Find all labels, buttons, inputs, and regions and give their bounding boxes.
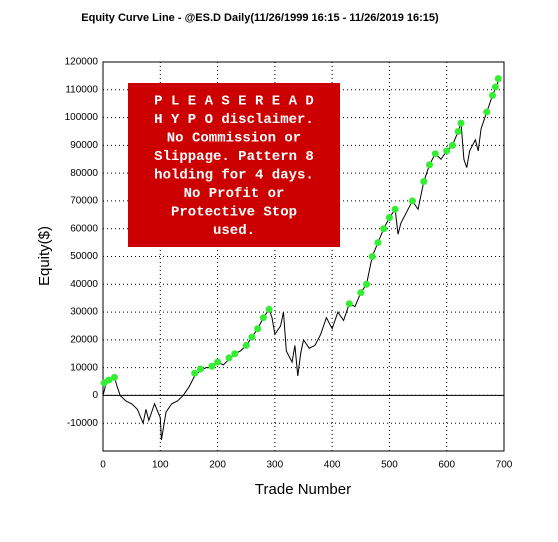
new-high-dot bbox=[214, 358, 222, 366]
disclaimer-text: No Commission or bbox=[167, 131, 301, 147]
new-high-dot bbox=[105, 376, 113, 384]
new-high-dot bbox=[443, 147, 451, 155]
new-high-dot bbox=[431, 150, 439, 158]
y-tick-label: 30000 bbox=[70, 307, 98, 318]
x-tick-label: 200 bbox=[209, 460, 226, 471]
y-tick-label: 10000 bbox=[70, 362, 98, 373]
new-high-dot bbox=[385, 214, 393, 222]
new-high-dot bbox=[420, 177, 428, 185]
x-tick-label: 500 bbox=[381, 460, 398, 471]
disclaimer-box bbox=[128, 83, 340, 247]
new-high-dot bbox=[191, 369, 199, 377]
y-tick-label: -10000 bbox=[67, 418, 99, 429]
y-tick-label: 20000 bbox=[70, 334, 98, 345]
chart-title: Equity Curve Line - @ES.D Daily(11/26/19… bbox=[81, 12, 439, 24]
x-tick-label: 700 bbox=[496, 460, 513, 471]
new-high-dot bbox=[225, 354, 233, 362]
y-tick-label: 0 bbox=[92, 390, 98, 401]
y-tick-label: 40000 bbox=[70, 279, 98, 290]
y-tick-label: 100000 bbox=[65, 112, 99, 123]
new-high-dot bbox=[110, 373, 118, 381]
x-tick-label: 0 bbox=[100, 460, 106, 471]
new-high-dot bbox=[457, 119, 465, 127]
y-tick-label: 120000 bbox=[65, 57, 99, 68]
new-high-dot bbox=[494, 75, 502, 83]
new-high-dot bbox=[408, 197, 416, 205]
new-high-dot bbox=[208, 362, 216, 370]
new-high-dot bbox=[489, 91, 497, 99]
new-high-dot bbox=[483, 108, 491, 116]
new-high-dot bbox=[248, 333, 256, 341]
disclaimer-text: holding for 4 days. bbox=[154, 168, 314, 184]
y-tick-label: 60000 bbox=[70, 223, 98, 234]
new-high-dot bbox=[454, 127, 462, 135]
new-high-dot bbox=[242, 341, 250, 349]
new-high-dot bbox=[254, 325, 262, 333]
disclaimer-text: Protective Stop bbox=[171, 205, 297, 221]
new-high-dot bbox=[368, 253, 376, 260]
x-tick-label: 400 bbox=[324, 460, 341, 471]
new-high-dot bbox=[448, 141, 456, 149]
disclaimer-text: H Y P O disclaimer. bbox=[154, 112, 314, 128]
y-tick-label: 90000 bbox=[70, 140, 98, 151]
equity-line bbox=[102, 81, 499, 440]
new-high-dot bbox=[196, 365, 204, 373]
new-high-dot bbox=[491, 83, 499, 91]
new-high-dot bbox=[380, 225, 388, 233]
x-axis-label: Trade Number bbox=[255, 481, 351, 498]
y-tick-label: 80000 bbox=[70, 168, 98, 179]
new-high-dot bbox=[345, 300, 353, 308]
y-tick-label: 70000 bbox=[70, 196, 98, 207]
plot-frame bbox=[102, 61, 505, 452]
y-tick-label: 50000 bbox=[70, 251, 98, 262]
new-high-dot bbox=[259, 314, 267, 322]
new-high-dot bbox=[426, 161, 434, 169]
new-high-dot bbox=[374, 239, 382, 247]
new-high-dot bbox=[265, 305, 273, 313]
disclaimer-text: Slippage. Pattern 8 bbox=[154, 149, 314, 165]
disclaimer-text: No Profit or bbox=[184, 186, 285, 202]
new-high-dot bbox=[363, 280, 371, 288]
x-tick-label: 100 bbox=[152, 460, 169, 471]
x-tick-label: 300 bbox=[267, 460, 284, 471]
x-tick-label: 600 bbox=[438, 460, 455, 471]
new-high-dot bbox=[231, 350, 239, 358]
y-tick-label: 110000 bbox=[65, 84, 98, 95]
disclaimer-text: P L E A S E R E A D bbox=[154, 94, 314, 110]
new-high-dot bbox=[357, 289, 365, 297]
disclaimer-text: used. bbox=[213, 223, 255, 239]
y-axis-label: Equity($) bbox=[36, 226, 53, 286]
new-high-dot bbox=[391, 205, 399, 213]
